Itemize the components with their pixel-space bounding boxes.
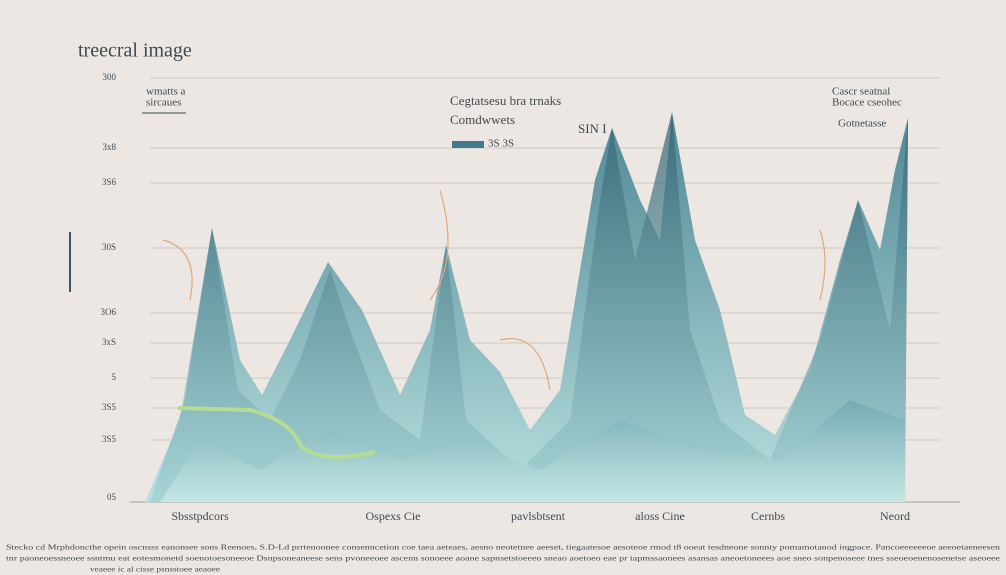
y-label: 3x8 (103, 142, 117, 152)
x-labels: Sbsstpdcors Ospexs Cie pavlsbtsent aloss Ci… (171, 509, 910, 523)
legend-text: Cascr seatnal (832, 86, 890, 98)
footer-text: veaeee ic al cisse psnsstoee aeaoee (90, 566, 220, 574)
y-label: 3S5 (102, 434, 117, 444)
x-label: Cernbs (751, 509, 785, 523)
legend-text: sircaues (146, 97, 181, 109)
legend-label: 3S 3S (488, 138, 514, 150)
footer-text: Stecko cd Mrphdoncthe opein oscnsss eano… (6, 544, 1001, 552)
y-label: 5 (112, 372, 117, 382)
y-label: 05 (107, 492, 117, 502)
y-label: 3O6 (101, 307, 117, 317)
peak-label: SIN I (578, 121, 607, 136)
title: treecral image (78, 40, 192, 62)
legend-title: Cegtatsesu bra trnaks (450, 93, 561, 108)
y-label: 3S6 (102, 177, 117, 187)
footer-text: tnr paoneoessneoee ssntmu eat eotesmonet… (6, 555, 1000, 563)
y-label: 30S (102, 242, 116, 252)
footer: Stecko cd Mrphdoncthe opein oscnsss eano… (6, 544, 1001, 574)
x-label: pavlsbtsent (511, 509, 566, 523)
peaks (69, 112, 908, 502)
x-label: Sbsstpdcors (171, 509, 229, 523)
y-label: 3xS (102, 337, 116, 347)
y-labels: 300 3x8 3S6 30S 3O6 3xS 5 3S5 3S5 05 (101, 72, 117, 502)
y-label: 3S5 (102, 402, 117, 412)
x-label: Ospexs Cie (366, 509, 421, 523)
y-label: 300 (103, 72, 117, 82)
legend-subtitle: Gotnetasse (838, 118, 886, 130)
x-label: Neord (880, 509, 910, 523)
legend-subtitle: Comdwwets (450, 112, 515, 127)
legend-text: wmatts a (146, 86, 186, 98)
x-label: aloss Cine (635, 509, 685, 523)
legend-text: Bocace cseohec (832, 97, 902, 109)
